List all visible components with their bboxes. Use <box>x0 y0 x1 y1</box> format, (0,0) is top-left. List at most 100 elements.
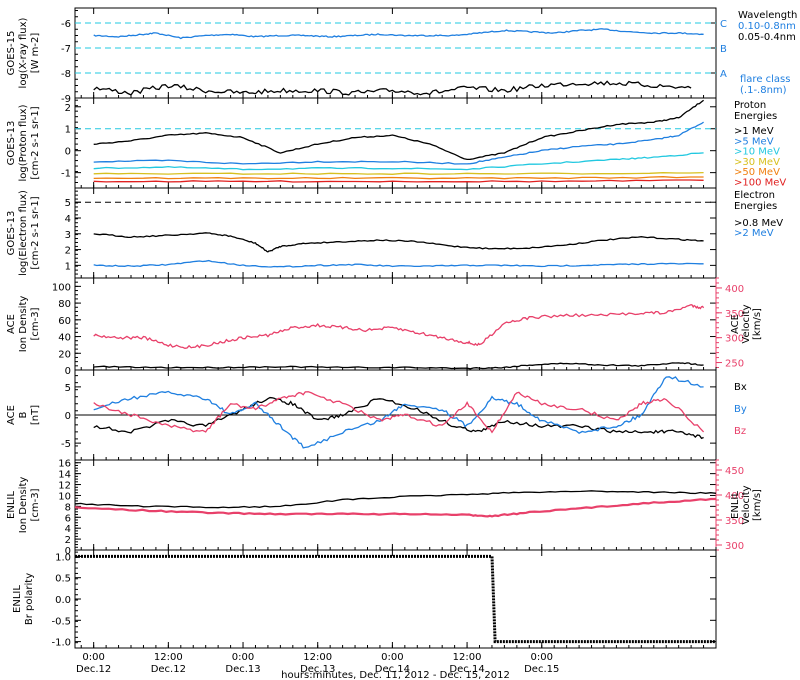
series-line-proton-0 <box>93 99 705 161</box>
legend-label: >10 MeV <box>734 147 780 158</box>
y-tick-label: -5 <box>61 439 71 450</box>
panel-enlil_polarity: -1.0 -0.5 0.0 0.5 1.0 ENLIL Br polarity <box>12 549 717 649</box>
series-line-ace_density-1 <box>93 304 705 349</box>
series-line-enlil_polarity-0 <box>75 554 716 644</box>
y-axis-label: log(X-ray flux) <box>18 17 29 88</box>
legend-label: Electron <box>734 190 775 201</box>
y-tick-label: 5 <box>65 383 71 394</box>
y-axis-label: GOES-13 <box>6 211 17 256</box>
y-tick-label: -1 <box>61 169 71 180</box>
y-axis-label: Ion Density <box>18 296 29 353</box>
y-tick-label: 20 <box>58 349 71 360</box>
y-tick-label: 60 <box>58 316 71 327</box>
panel-ace_b: -5 0 5 ACE B [nT] Bx By Bz <box>6 369 747 461</box>
series-line-xray-0 <box>93 28 704 40</box>
y2-axis-label: ENLIL <box>730 491 741 519</box>
y-axis-label: [cm-2 s-1 sr-1] <box>30 106 41 179</box>
y-tick-label: 0.5 <box>55 574 71 585</box>
y2-axis-label: Velocity <box>741 485 752 524</box>
y-tick-label: 0 <box>65 366 71 377</box>
legend-label: Bx <box>734 382 747 393</box>
x-tick-time-label: 0:00 <box>232 652 254 663</box>
series-line-proton-1 <box>93 121 704 165</box>
legend-label: >100 MeV <box>734 178 786 189</box>
y-tick-label: -9 <box>61 94 71 105</box>
y-tick-label: 2 <box>65 535 71 546</box>
y-tick-label: -6 <box>61 19 71 30</box>
panel-proton: -1 0 1 2 GOES-13 log(Proton flux) [cm-2 s-1 sr… <box>6 97 786 189</box>
y-tick-label: 4 <box>65 214 71 225</box>
y-axis-label: Ion Density <box>18 477 29 534</box>
panel-frame <box>74 549 717 649</box>
y-tick-label: 3 <box>65 230 71 241</box>
y2-tick-label: 250 <box>725 359 744 370</box>
y-axis-label: ACE <box>6 314 17 334</box>
x-tick-date-label: Dec.14 <box>375 664 410 675</box>
y2-tick-label: 350 <box>725 516 744 527</box>
panel-xray: -9 -8 -7 -6 C B A GOES-15 log(X-ray flux) [W m-2]… <box>6 7 797 105</box>
y-axis-label: B <box>18 411 29 418</box>
legend-label: Wavelength <box>738 10 797 21</box>
series-line-electron-0 <box>93 232 704 253</box>
legend-label: >5 MeV <box>734 136 774 147</box>
legend-label: >1 MeV <box>734 126 774 137</box>
y-axis-label: [cm-3] <box>30 307 41 340</box>
y2-tick-label: 300 <box>725 541 744 552</box>
flare-class-label: A <box>720 69 727 80</box>
y-tick-label: 6 <box>65 513 71 524</box>
legend-label: >0.8 MeV <box>734 218 783 229</box>
flare-class-label: B <box>720 44 727 55</box>
y-tick-label: 16 <box>58 459 71 470</box>
series-line-proton-2 <box>93 152 704 171</box>
x-tick-time-label: 0:00 <box>381 652 403 663</box>
x-tick-date-label: Dec.12 <box>76 664 111 675</box>
series-line-enlil_density-1 <box>74 497 716 518</box>
legend-label: 0.05-0.4nm <box>738 32 796 43</box>
legend-label: >30 MeV <box>734 157 780 168</box>
legend-label: Energies <box>734 201 777 212</box>
y-tick-label: 100 <box>52 282 71 293</box>
y-tick-label: 1.0 <box>55 552 71 563</box>
series-line-ace_b-1 <box>93 376 704 449</box>
y-axis-label: log(Electron flux) <box>18 190 29 276</box>
x-tick-time-label: 12:00 <box>453 652 482 663</box>
y-tick-label: 2 <box>65 103 71 114</box>
legend-label: Bz <box>734 426 746 437</box>
legend-label: 0.10-0.8nm <box>738 21 796 32</box>
y-tick-label: 40 <box>58 333 71 344</box>
y-tick-label: 14 <box>58 470 71 481</box>
y2-axis-label: [km/s] <box>752 489 763 521</box>
y-axis-label: ENLIL <box>12 585 23 613</box>
series-line-proton-3 <box>93 171 704 175</box>
y-tick-label: 0.0 <box>55 595 71 606</box>
y-axis-label: [nT] <box>30 405 41 425</box>
x-tick-time-label: 12:00 <box>154 652 183 663</box>
x-tick-time-label: 0:00 <box>82 652 104 663</box>
y-tick-label: -7 <box>61 44 71 55</box>
legend-label: (.1-.8nm) <box>740 85 787 96</box>
y2-axis-label: [km/s] <box>752 308 763 340</box>
x-tick-time-label: 12:00 <box>303 652 332 663</box>
y-axis-label: [cm-2 s-1 sr-1] <box>30 196 41 269</box>
y-tick-label: 1 <box>65 125 71 136</box>
panel-frame <box>74 277 717 371</box>
y-axis-label: [cm-3] <box>30 488 41 521</box>
y-tick-label: 10 <box>58 491 71 502</box>
y2-tick-label: 450 <box>725 466 744 477</box>
flare-class-label: C <box>720 19 727 30</box>
y-axis-label: GOES-13 <box>6 121 17 166</box>
y-tick-label: -8 <box>61 69 71 80</box>
y2-tick-label: 300 <box>725 334 744 345</box>
y2-tick-label: 400 <box>725 284 744 295</box>
y-tick-label: 0 <box>65 546 71 557</box>
legend-label: flare class <box>740 74 790 85</box>
y2-axis-label: ACE <box>730 314 741 334</box>
series-line-proton-5 <box>93 179 704 183</box>
y-tick-label: 1 <box>65 261 71 272</box>
y-axis-label: [W m-2] <box>30 33 41 74</box>
y-tick-label: 12 <box>58 481 71 492</box>
x-tick-date-label: Dec.13 <box>300 664 335 675</box>
x-tick-date-label: Dec.13 <box>225 664 260 675</box>
